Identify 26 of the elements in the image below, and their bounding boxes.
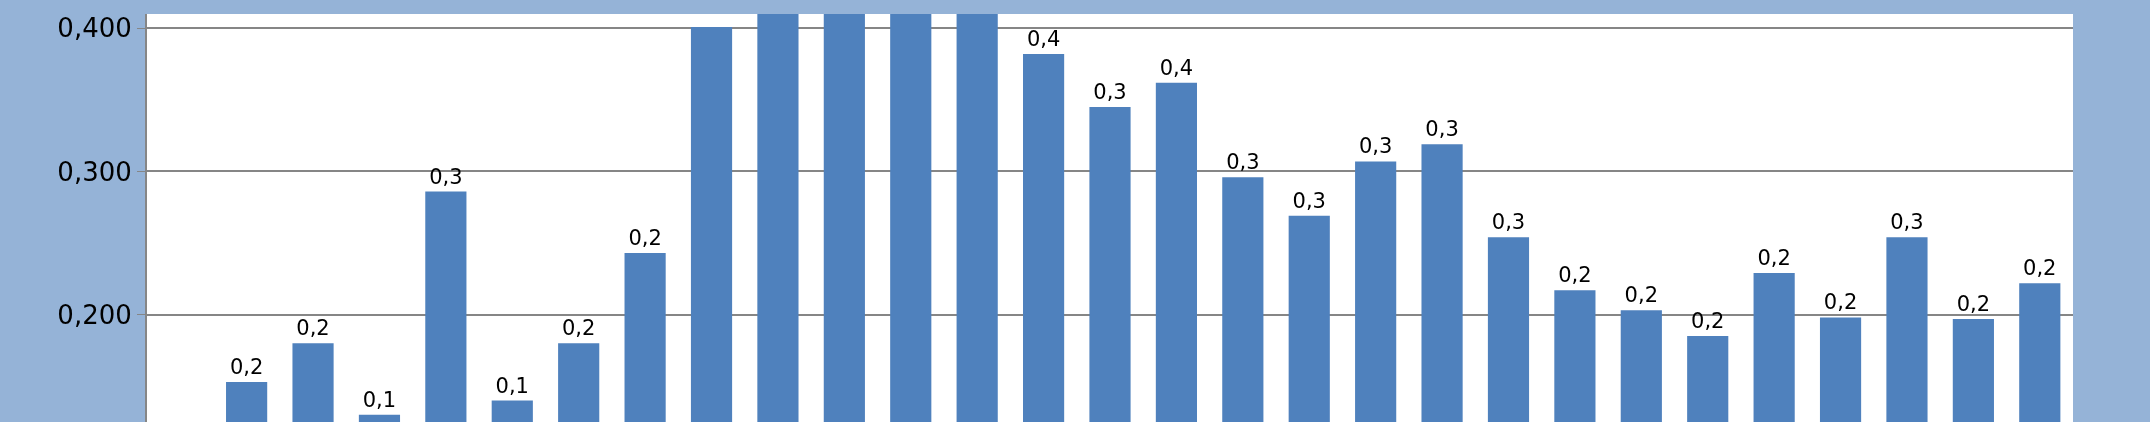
y-tick-label: 0,200 xyxy=(57,299,132,330)
data-label: 0,2 xyxy=(1823,290,1858,315)
data-label: 0,3 xyxy=(1292,188,1326,213)
data-label: 0,3 xyxy=(1226,150,1260,175)
data-label: 0,3 xyxy=(1425,117,1459,142)
data-label: 0,3 xyxy=(429,164,463,189)
data-label: 0,3 xyxy=(1093,80,1127,105)
data-label: 0,2 xyxy=(296,316,330,341)
y-tick-label: 0,400 xyxy=(57,13,132,44)
data-label: 0,2 xyxy=(1757,246,1791,271)
y-tick-label: 0,300 xyxy=(57,156,132,187)
data-label: 0,3 xyxy=(1890,210,1924,235)
data-label: 0,2 xyxy=(2023,256,2057,281)
data-label: 0,1 xyxy=(495,373,529,398)
data-label: 0,2 xyxy=(1624,283,1659,308)
data-label: 0,2 xyxy=(1956,291,1991,316)
data-label: 0,3 xyxy=(1491,210,1526,235)
data-label: 0,1 xyxy=(362,387,397,412)
data-label: 0,2 xyxy=(561,316,596,341)
data-label: 0,2 xyxy=(1558,263,1592,288)
data-label: 0,4 xyxy=(1026,27,1061,52)
data-label: 0,2 xyxy=(229,354,264,379)
data-label: 0,2 xyxy=(628,226,662,251)
data-label: 0,3 xyxy=(1358,134,1393,159)
data-label: 0,2 xyxy=(1691,309,1725,334)
data-label: 0,4 xyxy=(1159,55,1194,80)
